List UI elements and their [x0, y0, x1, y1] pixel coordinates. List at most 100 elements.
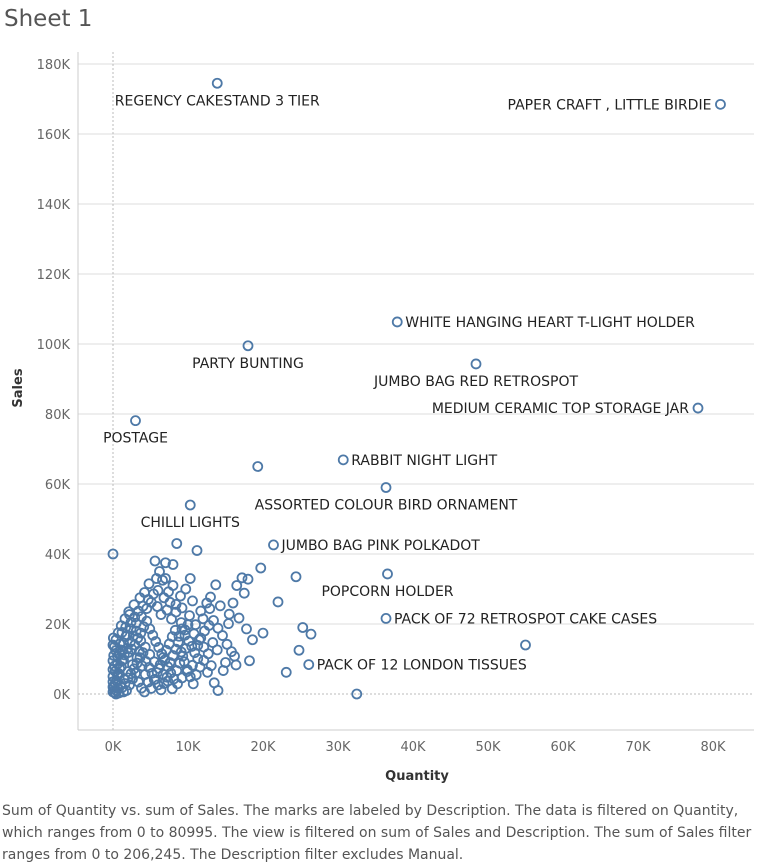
data-point[interactable]	[176, 602, 188, 614]
data-point[interactable]	[139, 686, 150, 698]
data-point[interactable]	[119, 678, 131, 689]
data-point[interactable]	[107, 671, 119, 682]
labeled-data-point[interactable]	[382, 568, 393, 580]
data-point[interactable]	[149, 673, 161, 685]
data-point[interactable]	[171, 538, 183, 549]
data-point[interactable]	[187, 595, 198, 607]
data-point[interactable]	[107, 686, 119, 698]
data-point[interactable]	[107, 681, 119, 693]
data-point[interactable]	[107, 639, 119, 651]
data-point[interactable]	[140, 656, 152, 667]
data-point[interactable]	[182, 619, 194, 631]
data-point[interactable]	[244, 655, 255, 667]
data-point[interactable]	[172, 636, 184, 648]
data-point[interactable]	[160, 557, 171, 569]
data-point[interactable]	[143, 578, 155, 590]
data-point[interactable]	[159, 654, 171, 666]
data-point[interactable]	[212, 685, 224, 696]
data-point[interactable]	[135, 627, 147, 639]
labeled-data-point[interactable]	[715, 98, 726, 110]
data-point[interactable]	[155, 684, 167, 696]
data-point[interactable]	[187, 678, 199, 690]
data-point[interactable]	[208, 615, 219, 626]
labeled-data-point[interactable]	[692, 402, 704, 414]
data-point[interactable]	[211, 644, 223, 656]
data-point[interactable]	[205, 591, 216, 603]
data-point[interactable]	[236, 572, 248, 584]
data-point[interactable]	[175, 590, 186, 602]
data-point[interactable]	[210, 579, 222, 591]
data-point[interactable]	[226, 646, 237, 658]
data-point[interactable]	[204, 603, 216, 614]
data-point[interactable]	[127, 673, 138, 685]
data-point[interactable]	[146, 667, 158, 679]
labeled-data-point[interactable]	[242, 340, 254, 352]
data-point[interactable]	[241, 623, 252, 635]
data-point[interactable]	[238, 587, 250, 599]
labeled-data-point[interactable]	[211, 77, 223, 89]
data-point[interactable]	[163, 586, 174, 598]
data-point[interactable]	[107, 676, 119, 688]
data-point[interactable]	[351, 688, 363, 700]
data-point[interactable]	[107, 655, 119, 667]
data-point[interactable]	[138, 621, 150, 633]
labeled-data-point[interactable]	[303, 659, 315, 670]
data-point[interactable]	[149, 555, 161, 567]
data-point[interactable]	[217, 665, 229, 676]
data-point[interactable]	[107, 632, 119, 644]
data-point[interactable]	[205, 660, 217, 672]
data-point[interactable]	[164, 596, 176, 608]
data-point[interactable]	[247, 634, 258, 646]
data-point[interactable]	[252, 461, 264, 472]
data-point[interactable]	[191, 545, 203, 556]
labeled-data-point[interactable]	[184, 499, 196, 511]
data-point[interactable]	[156, 648, 168, 660]
data-point[interactable]	[180, 583, 192, 595]
data-point[interactable]	[166, 631, 178, 642]
data-point[interactable]	[170, 643, 182, 655]
data-point[interactable]	[144, 623, 156, 635]
labeled-data-point[interactable]	[268, 539, 279, 551]
data-point[interactable]	[124, 609, 135, 620]
data-point[interactable]	[157, 574, 168, 586]
data-point[interactable]	[272, 596, 284, 608]
data-point[interactable]	[293, 644, 305, 656]
data-point[interactable]	[158, 678, 170, 689]
data-point[interactable]	[297, 622, 309, 633]
labeled-data-point[interactable]	[391, 316, 403, 328]
data-point[interactable]	[128, 663, 140, 675]
data-point[interactable]	[255, 562, 267, 574]
data-point[interactable]	[231, 580, 243, 591]
data-point[interactable]	[152, 585, 164, 596]
data-point[interactable]	[167, 650, 179, 661]
data-point[interactable]	[233, 612, 245, 624]
labeled-data-point[interactable]	[337, 454, 349, 466]
data-point[interactable]	[153, 642, 165, 653]
data-point[interactable]	[520, 639, 531, 651]
labeled-data-point[interactable]	[380, 613, 392, 624]
data-point[interactable]	[179, 629, 191, 641]
data-point[interactable]	[230, 659, 242, 671]
labeled-data-point[interactable]	[130, 415, 141, 427]
data-point[interactable]	[109, 665, 121, 677]
data-point[interactable]	[143, 662, 155, 673]
data-point[interactable]	[305, 628, 317, 640]
data-point[interactable]	[198, 655, 210, 666]
data-point[interactable]	[186, 641, 198, 652]
data-point[interactable]	[161, 671, 173, 683]
data-point[interactable]	[147, 629, 159, 641]
data-point[interactable]	[108, 650, 120, 661]
data-point[interactable]	[280, 666, 292, 678]
data-point[interactable]	[167, 559, 179, 570]
data-point[interactable]	[227, 597, 239, 609]
data-point[interactable]	[120, 621, 132, 633]
data-point[interactable]	[242, 573, 254, 585]
data-point[interactable]	[137, 600, 149, 612]
data-point[interactable]	[257, 627, 269, 639]
data-point[interactable]	[107, 548, 119, 560]
data-point[interactable]	[133, 676, 144, 688]
data-point[interactable]	[223, 618, 234, 630]
data-point[interactable]	[150, 636, 162, 647]
data-point[interactable]	[217, 630, 228, 641]
data-point[interactable]	[214, 600, 226, 612]
